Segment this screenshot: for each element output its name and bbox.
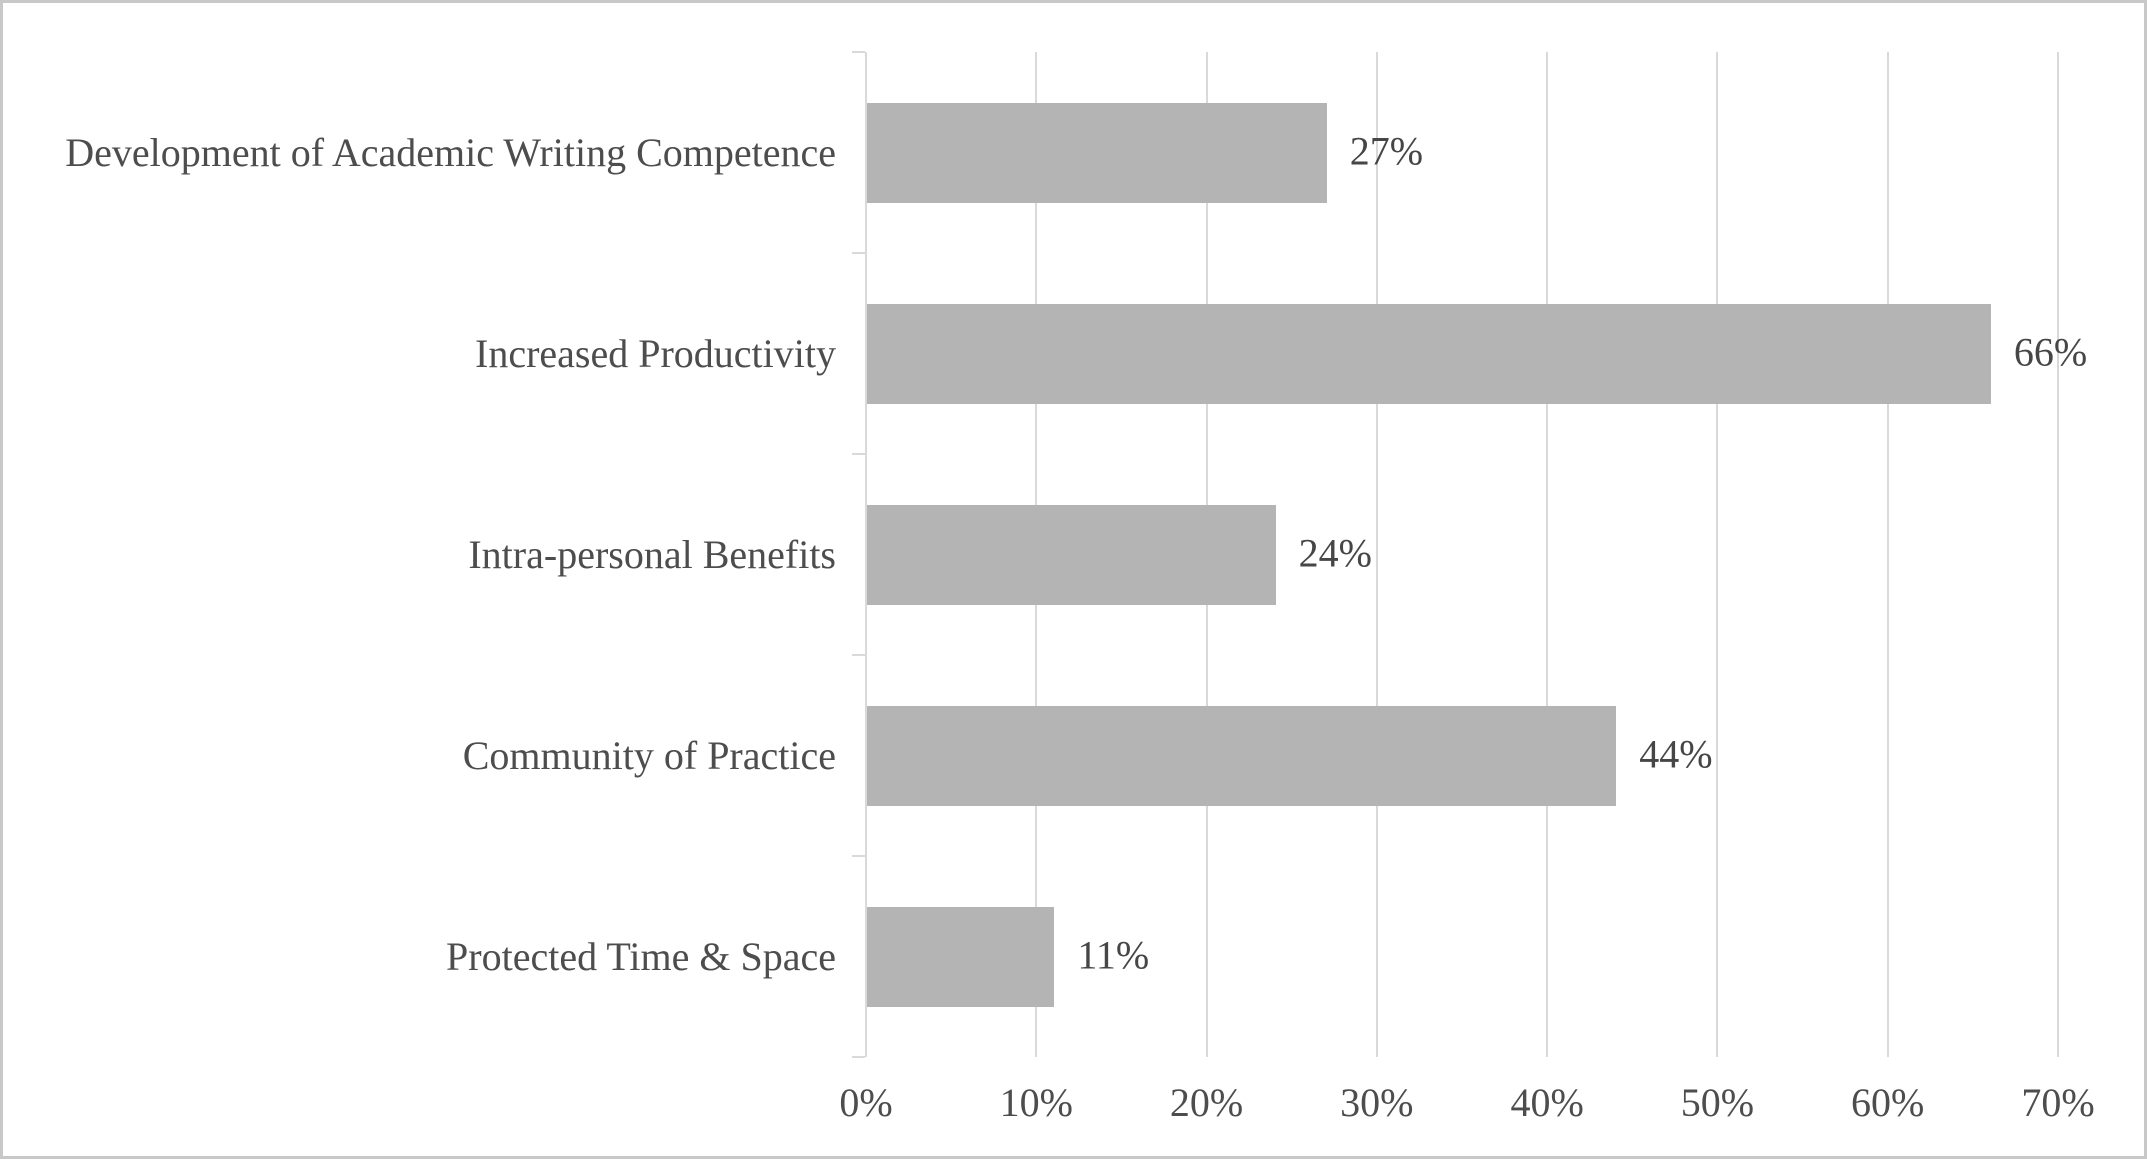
- x-tick-label: 50%: [1680, 1080, 1755, 1125]
- bar-2: [867, 504, 1276, 605]
- bar-1: [867, 303, 1991, 404]
- category-axis-tick: [852, 855, 865, 857]
- data-label: 44%: [1639, 731, 1713, 777]
- x-tick-label: 20%: [1169, 1080, 1244, 1125]
- data-label: 27%: [1349, 128, 1424, 174]
- category-label: Protected Time & Space: [446, 934, 836, 979]
- x-tick-label: 30%: [1340, 1080, 1414, 1125]
- bar-4: [867, 906, 1055, 1007]
- category-axis-line: [865, 52, 867, 1057]
- x-tick-label: 0%: [839, 1080, 893, 1125]
- bar-3: [867, 705, 1617, 806]
- data-label: 24%: [1298, 530, 1372, 576]
- x-tick-label: 40%: [1510, 1080, 1584, 1125]
- data-label: 11%: [1077, 932, 1150, 978]
- x-tick-label: 10%: [999, 1080, 1073, 1125]
- category-axis-tick: [852, 252, 865, 254]
- gridline-60: [1886, 52, 1889, 1057]
- x-tick-label: 70%: [2021, 1080, 2095, 1125]
- category-axis-tick: [852, 1056, 865, 1058]
- category-label: Increased Productivity: [475, 331, 836, 376]
- bar-0: [867, 102, 1327, 203]
- gridline-30: [1375, 52, 1378, 1057]
- category-label: Intra-personal Benefits: [468, 532, 836, 577]
- category-axis-tick: [852, 654, 865, 656]
- data-label: 66%: [2013, 329, 2088, 375]
- category-axis-tick: [852, 51, 865, 53]
- gridline-40: [1546, 52, 1549, 1057]
- category-axis-tick: [852, 453, 865, 455]
- gridline-50: [1716, 52, 1719, 1057]
- category-label: Development of Academic Writing Competen…: [65, 130, 836, 175]
- category-label: Community of Practice: [462, 733, 836, 778]
- gridline-70: [2057, 52, 2059, 1057]
- x-tick-label: 60%: [1851, 1080, 1925, 1125]
